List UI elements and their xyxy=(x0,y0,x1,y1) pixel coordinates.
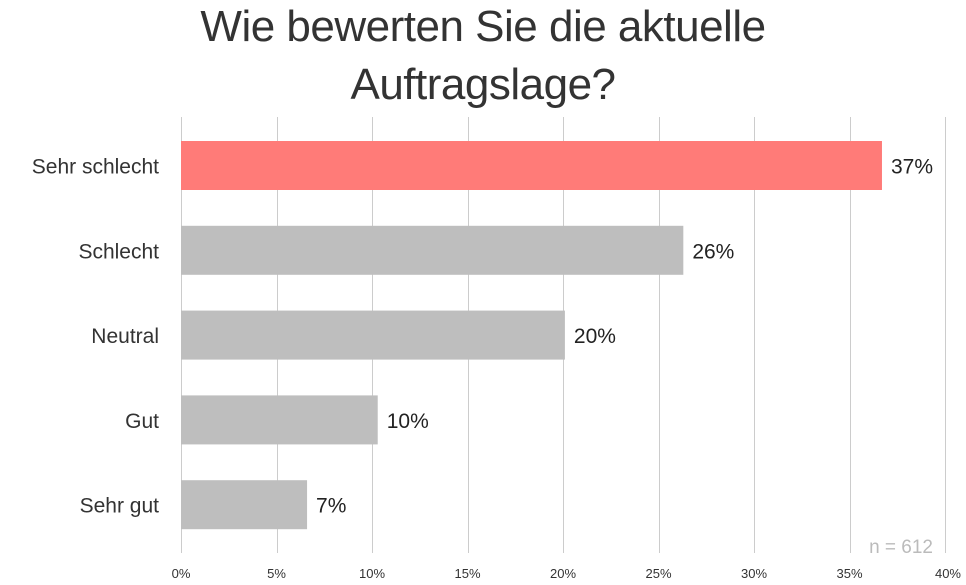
sample-size-note: n = 612 xyxy=(869,537,933,558)
chart-title-line-2: Auftragslage? xyxy=(350,60,616,109)
category-label: Sehr schlecht xyxy=(32,156,159,179)
x-tick-label: 40% xyxy=(935,566,961,581)
x-tick-label: 5% xyxy=(267,566,286,581)
bar xyxy=(181,480,308,530)
x-tick-label: 10% xyxy=(359,566,385,581)
data-label: 20% xyxy=(574,325,616,348)
bar xyxy=(181,310,565,360)
data-label: 10% xyxy=(387,410,429,433)
x-axis-ticks: 0% 5% 10% 15% 20% 25% 30% 35% 40% xyxy=(172,566,962,581)
category-labels: Sehr schlecht Schlecht Neutral Gut Sehr gut xyxy=(32,156,159,518)
x-tick-label: 30% xyxy=(741,566,767,581)
category-label: Gut xyxy=(125,410,159,433)
data-labels: 37% 26% 20% 10% 7% xyxy=(316,156,933,518)
bars xyxy=(181,141,882,530)
category-label: Schlecht xyxy=(78,240,159,263)
category-label: Sehr gut xyxy=(80,495,160,518)
bar xyxy=(181,141,882,190)
x-tick-label: 15% xyxy=(454,566,480,581)
category-label: Neutral xyxy=(91,325,159,348)
data-label: 37% xyxy=(891,156,933,179)
bar xyxy=(181,225,684,275)
x-tick-label: 20% xyxy=(550,566,576,581)
data-label: 26% xyxy=(692,240,734,263)
x-tick-label: 35% xyxy=(836,566,862,581)
chart-title-line-1: Wie bewerten Sie die aktuelle xyxy=(200,2,766,51)
data-label: 7% xyxy=(316,495,346,518)
bar xyxy=(181,395,378,445)
x-tick-label: 25% xyxy=(645,566,671,581)
x-tick-label: 0% xyxy=(172,566,191,581)
